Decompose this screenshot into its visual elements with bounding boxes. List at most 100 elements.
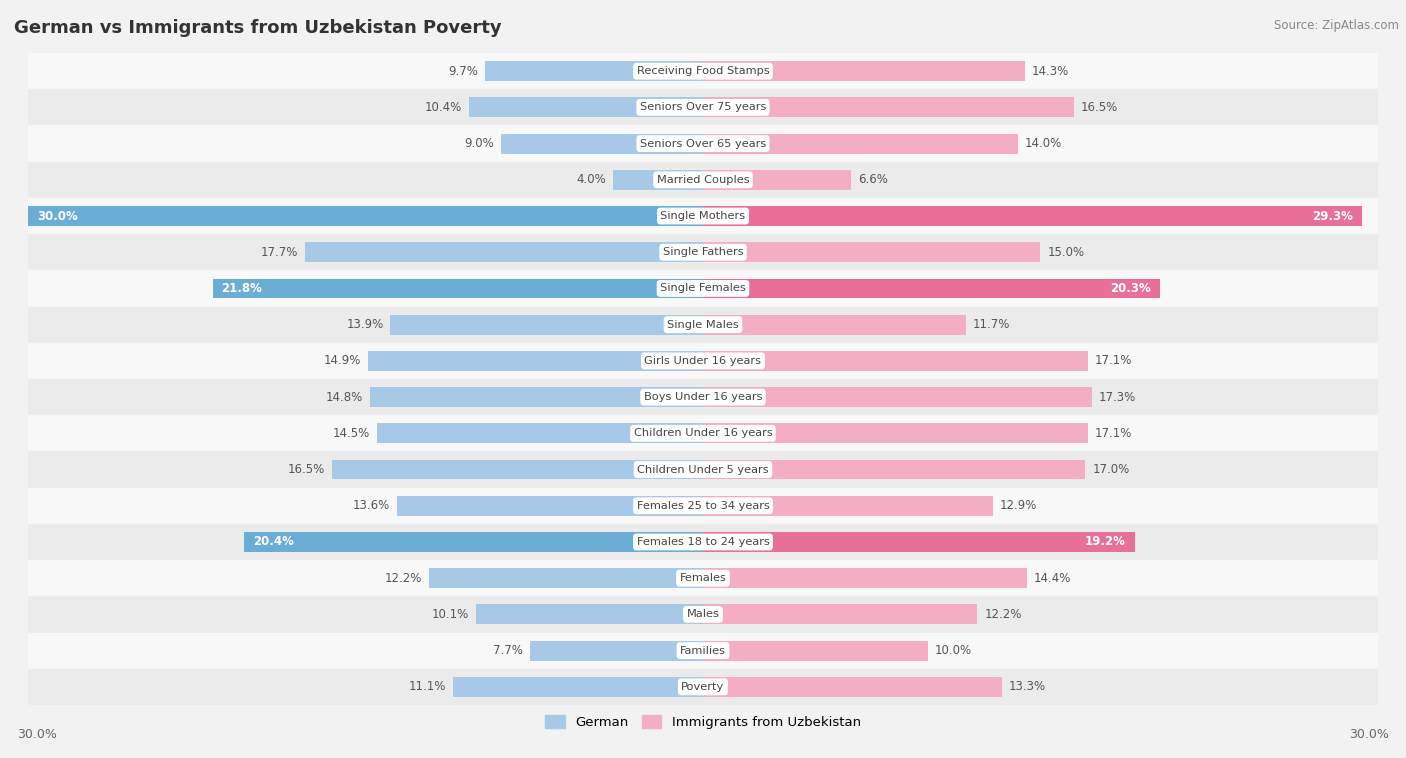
Bar	[245, 532, 703, 552]
Text: 12.2%: 12.2%	[984, 608, 1022, 621]
Bar	[703, 243, 1040, 262]
Bar	[703, 604, 977, 625]
Text: 30.0%: 30.0%	[37, 209, 77, 223]
Text: Seniors Over 75 years: Seniors Over 75 years	[640, 102, 766, 112]
Text: 14.9%: 14.9%	[323, 355, 361, 368]
Text: 14.3%: 14.3%	[1032, 64, 1069, 77]
Text: 11.7%: 11.7%	[973, 318, 1011, 331]
Bar	[28, 669, 1378, 705]
Text: 15.0%: 15.0%	[1047, 246, 1084, 258]
Bar	[28, 271, 1378, 306]
Bar	[703, 315, 966, 334]
Text: 14.5%: 14.5%	[333, 427, 370, 440]
Text: 9.0%: 9.0%	[464, 137, 494, 150]
Text: 20.4%: 20.4%	[253, 535, 294, 549]
Bar	[703, 532, 1135, 552]
Bar	[453, 677, 703, 697]
Text: Families: Families	[681, 646, 725, 656]
Text: 21.8%: 21.8%	[222, 282, 263, 295]
Text: 12.2%: 12.2%	[384, 572, 422, 584]
Bar	[368, 351, 703, 371]
Bar	[370, 387, 703, 407]
Bar	[613, 170, 703, 190]
Text: Females: Females	[679, 573, 727, 583]
Bar	[703, 133, 1018, 154]
Bar	[377, 424, 703, 443]
Bar	[28, 306, 1378, 343]
Bar	[28, 452, 1378, 487]
Text: 11.1%: 11.1%	[409, 681, 447, 694]
Bar	[28, 234, 1378, 271]
Bar	[429, 568, 703, 588]
Bar	[28, 53, 1378, 89]
Bar	[703, 170, 852, 190]
Text: 12.9%: 12.9%	[1000, 500, 1038, 512]
Text: 10.0%: 10.0%	[935, 644, 972, 657]
Text: 13.3%: 13.3%	[1010, 681, 1046, 694]
Bar	[470, 98, 703, 117]
Text: Children Under 16 years: Children Under 16 years	[634, 428, 772, 438]
Text: Married Couples: Married Couples	[657, 175, 749, 185]
Text: 16.5%: 16.5%	[288, 463, 325, 476]
Bar	[703, 459, 1085, 480]
Text: 17.7%: 17.7%	[260, 246, 298, 258]
Text: Boys Under 16 years: Boys Under 16 years	[644, 392, 762, 402]
Bar	[703, 98, 1074, 117]
Bar	[212, 278, 703, 299]
Text: 19.2%: 19.2%	[1085, 535, 1126, 549]
Text: 6.6%: 6.6%	[858, 174, 889, 186]
Bar	[28, 126, 1378, 161]
Bar	[703, 677, 1002, 697]
Text: Girls Under 16 years: Girls Under 16 years	[644, 356, 762, 366]
Bar	[703, 351, 1088, 371]
Text: 13.9%: 13.9%	[346, 318, 384, 331]
Text: 29.3%: 29.3%	[1312, 209, 1353, 223]
Text: 14.0%: 14.0%	[1025, 137, 1062, 150]
Bar	[703, 568, 1026, 588]
Text: Single Males: Single Males	[666, 320, 740, 330]
Bar	[703, 61, 1025, 81]
Bar	[28, 161, 1378, 198]
Bar	[703, 641, 928, 660]
Text: 14.4%: 14.4%	[1033, 572, 1071, 584]
Text: Females 18 to 24 years: Females 18 to 24 years	[637, 537, 769, 547]
Text: 14.8%: 14.8%	[326, 390, 363, 403]
Bar	[28, 89, 1378, 126]
Bar	[703, 387, 1092, 407]
Bar	[28, 206, 703, 226]
Text: 10.1%: 10.1%	[432, 608, 470, 621]
Text: 30.0%: 30.0%	[17, 728, 56, 741]
Legend: German, Immigrants from Uzbekistan: German, Immigrants from Uzbekistan	[540, 709, 866, 735]
Bar	[28, 198, 1378, 234]
Text: 17.3%: 17.3%	[1099, 390, 1136, 403]
Bar	[485, 61, 703, 81]
Bar	[28, 632, 1378, 669]
Text: 13.6%: 13.6%	[353, 500, 391, 512]
Text: German vs Immigrants from Uzbekistan Poverty: German vs Immigrants from Uzbekistan Pov…	[14, 19, 502, 37]
Text: 30.0%: 30.0%	[1350, 728, 1389, 741]
Bar	[703, 424, 1088, 443]
Text: 10.4%: 10.4%	[425, 101, 463, 114]
Text: Single Mothers: Single Mothers	[661, 211, 745, 221]
Bar	[703, 206, 1362, 226]
Bar	[28, 560, 1378, 597]
Text: Source: ZipAtlas.com: Source: ZipAtlas.com	[1274, 19, 1399, 32]
Bar	[28, 487, 1378, 524]
Bar	[396, 496, 703, 515]
Text: 16.5%: 16.5%	[1081, 101, 1118, 114]
Bar	[703, 496, 993, 515]
Bar	[501, 133, 703, 154]
Text: Single Females: Single Females	[661, 283, 745, 293]
Text: 9.7%: 9.7%	[449, 64, 478, 77]
Bar	[332, 459, 703, 480]
Text: Receiving Food Stamps: Receiving Food Stamps	[637, 66, 769, 76]
Bar	[28, 343, 1378, 379]
Bar	[391, 315, 703, 334]
Bar	[703, 278, 1160, 299]
Bar	[28, 524, 1378, 560]
Text: Poverty: Poverty	[682, 682, 724, 692]
Text: 17.1%: 17.1%	[1094, 427, 1132, 440]
Text: 4.0%: 4.0%	[576, 174, 606, 186]
Bar	[28, 379, 1378, 415]
Text: Children Under 5 years: Children Under 5 years	[637, 465, 769, 475]
